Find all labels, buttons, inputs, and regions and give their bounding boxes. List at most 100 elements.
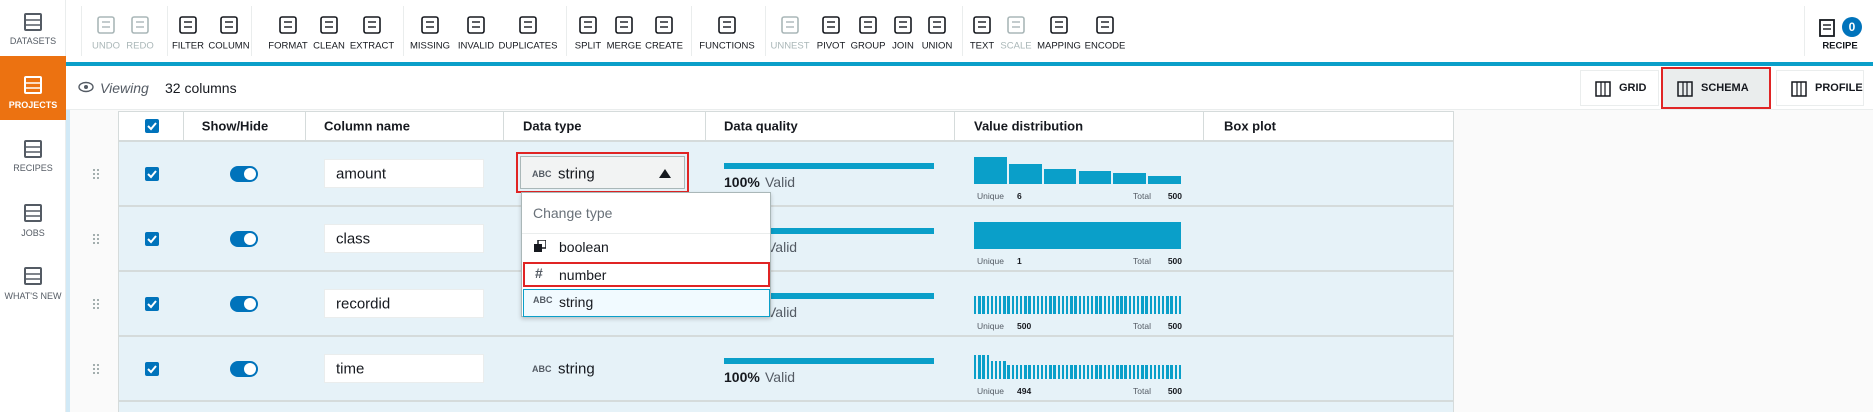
toolbar-button[interactable]: PIVOT — [816, 40, 846, 52]
distribution-stripe — [1116, 365, 1119, 379]
sidebar-item[interactable]: RECIPES — [13, 163, 53, 173]
total-count: 500 — [1167, 256, 1182, 266]
toolbar-icon — [822, 16, 840, 34]
row-checkbox — [145, 362, 159, 376]
sidebar-item[interactable]: WHAT'S NEW — [4, 291, 62, 301]
dropdown-option[interactable]: number — [559, 267, 607, 283]
column-divider — [503, 111, 504, 141]
toolbar-button[interactable]: TEXT — [969, 40, 995, 52]
toolbar-button[interactable]: UNION — [921, 40, 953, 52]
column-name-input[interactable]: amount — [324, 159, 484, 188]
quality-bar — [724, 293, 934, 299]
toolbar-button[interactable]: MISSING — [409, 40, 451, 52]
toolbar-button[interactable]: GROUP — [850, 40, 886, 52]
eye-icon — [78, 81, 94, 93]
visibility-toggle[interactable] — [230, 296, 258, 312]
distribution-stripe — [1007, 296, 1010, 314]
toolbar-button[interactable]: MERGE — [606, 40, 642, 52]
distribution-stripe — [1011, 365, 1014, 379]
column-name-input[interactable]: class — [324, 224, 484, 253]
view-tab[interactable]: SCHEMA — [1661, 67, 1771, 109]
toolbar — [66, 0, 1873, 62]
type-dropdown: Change type boolean # number ABC string — [521, 192, 771, 317]
toolbar-button[interactable]: COLUMN — [208, 40, 250, 52]
distribution-stripe — [1057, 296, 1060, 314]
distribution-stripe — [1057, 365, 1060, 379]
toolbar-button[interactable]: SPLIT — [574, 40, 602, 52]
recipe-icon — [1819, 19, 1835, 37]
distribution-stripe — [1061, 296, 1065, 314]
recipe-button[interactable]: RECIPE — [1822, 40, 1858, 52]
type-badge: ABC — [532, 364, 552, 374]
distribution-stripe — [1003, 361, 1006, 379]
left-strip — [66, 110, 70, 412]
toolbar-button[interactable]: DUPLICATES — [498, 40, 558, 52]
distribution-stripe — [1011, 296, 1014, 314]
tab-label[interactable]: PROFILE — [1815, 82, 1863, 94]
distribution-stripe — [994, 296, 998, 314]
drag-handle — [93, 234, 99, 244]
option-highlight — [523, 262, 770, 287]
distribution-stripe — [1124, 296, 1127, 314]
toolbar-separator — [81, 6, 82, 56]
visibility-toggle[interactable] — [230, 231, 258, 247]
toolbar-button[interactable]: FORMAT — [268, 40, 308, 52]
tab-label[interactable]: SCHEMA — [1701, 82, 1749, 94]
toolbar-button[interactable]: EXTRACT — [349, 40, 395, 52]
toolbar-icon — [579, 16, 597, 34]
total-count: 500 — [1167, 386, 1182, 396]
toolbar-separator — [566, 6, 567, 56]
distribution-stripe — [1107, 296, 1111, 314]
distribution-stripe — [1178, 296, 1182, 314]
toolbar-icon — [718, 16, 736, 34]
distribution-stripe — [1091, 365, 1094, 379]
view-tab[interactable]: GRID — [1580, 70, 1659, 106]
toolbar-icon — [519, 16, 537, 34]
header-checkbox — [145, 119, 159, 133]
toolbar-icon — [421, 16, 439, 34]
dropdown-option[interactable]: boolean — [559, 239, 609, 255]
toolbar-button[interactable]: ENCODE — [1084, 40, 1126, 52]
dropdown-divider — [522, 233, 770, 234]
option-selected — [523, 289, 770, 317]
toolbar-button[interactable]: CLEAN — [313, 40, 345, 52]
distribution-stripe — [1045, 365, 1048, 379]
distribution-stripe — [1082, 296, 1086, 314]
sidebar-item[interactable]: DATASETS — [9, 36, 57, 46]
distribution-stripe — [1141, 296, 1144, 314]
tab-label[interactable]: GRID — [1619, 82, 1647, 94]
toolbar-icon — [1007, 16, 1025, 34]
view-tab[interactable]: PROFILE — [1776, 70, 1864, 106]
total-count: 500 — [1167, 191, 1182, 201]
toolbar-button[interactable]: CREATE — [645, 40, 683, 52]
sidebar-item[interactable]: JOBS — [21, 228, 45, 238]
total-label: Total — [1133, 386, 1151, 396]
distribution-stripe — [1032, 365, 1035, 379]
dropdown-option[interactable]: string — [559, 294, 594, 310]
distribution-stripe — [1116, 296, 1119, 314]
type-select[interactable] — [520, 156, 685, 189]
visibility-toggle[interactable] — [230, 361, 258, 377]
toolbar-button[interactable]: FILTER — [171, 40, 205, 52]
visibility-toggle[interactable] — [230, 166, 258, 182]
toolbar-button[interactable]: JOIN — [892, 40, 914, 52]
sidebar-icon — [24, 13, 42, 31]
distribution-stripe — [1053, 296, 1056, 314]
column-divider — [183, 111, 184, 141]
column-header: Value distribution — [974, 118, 1084, 134]
distribution-stripe — [1074, 296, 1077, 314]
distribution-stripe — [1153, 296, 1157, 314]
distribution-stripe — [978, 296, 981, 314]
column-name-input[interactable]: time — [324, 354, 484, 383]
distribution-stripe — [1040, 296, 1044, 314]
distribution-stripe — [1015, 296, 1019, 314]
column-header: Show/Hide — [201, 118, 269, 134]
distribution-stripe — [1036, 365, 1040, 379]
toolbar-button[interactable]: FUNCTIONS — [699, 40, 755, 52]
sidebar-item[interactable]: PROJECTS — [8, 100, 58, 110]
column-name-input[interactable]: recordid — [324, 289, 484, 318]
distribution-stripe — [1091, 296, 1094, 314]
distribution-stripe — [990, 361, 994, 379]
toolbar-button[interactable]: MAPPING — [1037, 40, 1081, 52]
toolbar-button[interactable]: INVALID — [457, 40, 495, 52]
